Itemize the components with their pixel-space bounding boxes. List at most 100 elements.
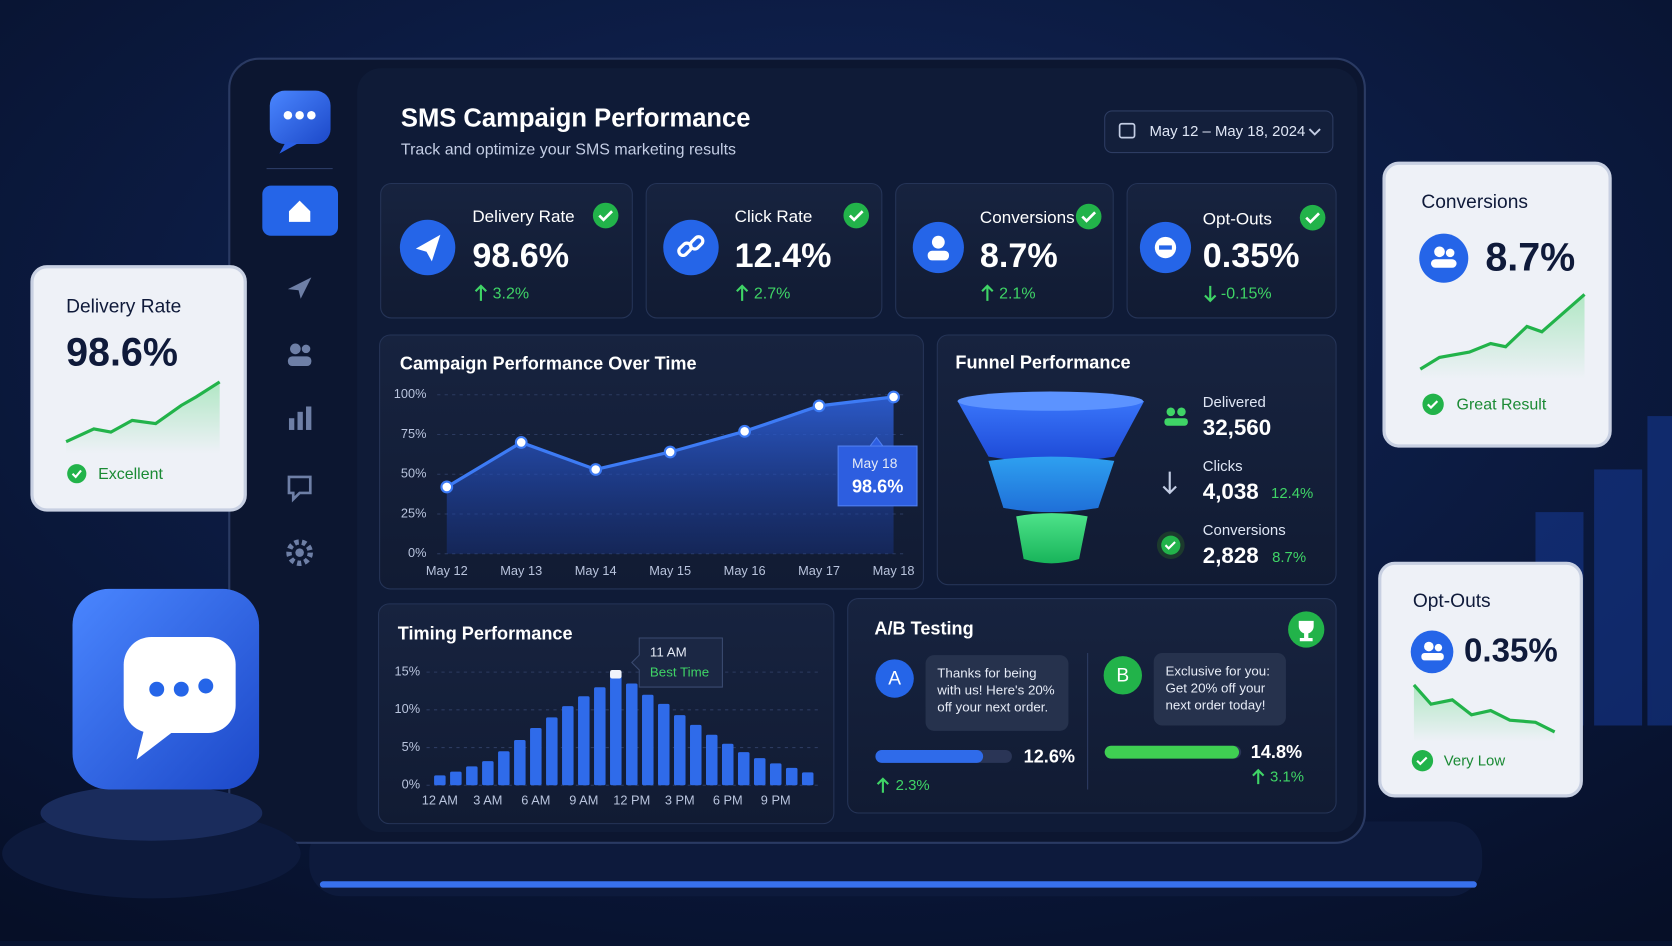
page-title: SMS Campaign Performance xyxy=(401,104,751,132)
side-card-value: 98.6% xyxy=(66,331,178,375)
bar xyxy=(674,715,686,786)
line-chart: 0% 25% 50% 75% 100% May 12 May 13 May 14 May 15 M… xyxy=(394,386,918,578)
funnel-card: Funnel Performance Delivered 32,560 Clic… xyxy=(936,334,1337,586)
kpi-value: 12.4% xyxy=(735,237,832,275)
side-card-label: Opt-Outs xyxy=(1413,591,1491,612)
point xyxy=(514,436,528,449)
variant-message: Exclusive for you: Get 20% off your next… xyxy=(1153,652,1286,726)
kpi-label: Click Rate xyxy=(735,207,813,226)
bar xyxy=(658,703,670,786)
kpi-value: 98.6% xyxy=(472,237,569,275)
side-card-status: Very Low xyxy=(1444,753,1506,770)
bar xyxy=(514,740,526,786)
nav-send[interactable] xyxy=(287,277,312,299)
funnel-title: Funnel Performance xyxy=(955,353,1130,373)
kpi-delivery: Delivery Rate 98.6% 3.2% xyxy=(380,182,633,319)
stage-rate: 8.7% xyxy=(1272,549,1306,566)
bar xyxy=(578,696,590,786)
chart-title: Campaign Performance Over Time xyxy=(400,354,697,374)
variant-change: 2.3% xyxy=(896,777,930,794)
bar xyxy=(626,683,638,786)
funnel-top xyxy=(957,392,1145,462)
bar xyxy=(801,772,814,786)
y-tick-label: 15% xyxy=(395,664,421,679)
annotation-label: 11 AM xyxy=(650,644,687,659)
x-tick-label: 3 AM xyxy=(473,793,502,808)
bar xyxy=(530,727,542,786)
page-subtitle: Track and optimize your SMS marketing re… xyxy=(401,142,736,159)
x-tick-label: 3 PM xyxy=(665,793,695,808)
sidebar xyxy=(262,90,339,566)
side-card-delivery: Delivery Rate 98.6% Excellent xyxy=(30,265,247,512)
x-tick-label: May 18 xyxy=(873,563,915,578)
annotation-box xyxy=(631,637,723,688)
funnel-middle xyxy=(988,456,1115,513)
kpi-conversions: Conversions 8.7% 2.1% xyxy=(895,182,1114,319)
y-tick-label: 75% xyxy=(401,426,427,441)
nav-reports[interactable] xyxy=(288,406,312,430)
stage-value: 4,038 xyxy=(1203,479,1259,504)
kpi-change: 3.2% xyxy=(493,286,529,303)
kpi-value: 8.7% xyxy=(980,237,1058,275)
kpi-optouts: Opt-Outs 0.35% -0.15% xyxy=(1126,182,1337,319)
home-icon xyxy=(288,200,311,222)
bar xyxy=(450,771,462,786)
platform-glow xyxy=(319,881,1477,888)
side-card-label: Conversions xyxy=(1421,192,1528,213)
kpi-label: Opt-Outs xyxy=(1203,209,1272,228)
point xyxy=(887,390,900,404)
x-tick-label: May 13 xyxy=(500,563,542,578)
kpi-label: Delivery Rate xyxy=(472,207,574,226)
variant-bar xyxy=(1104,745,1240,759)
chat-icon-3d xyxy=(2,588,301,899)
ab-card: A/B Testing A 12.6% 2.3% B 14.8% 3.1% xyxy=(847,597,1337,814)
point xyxy=(663,445,677,459)
funnel-bottom xyxy=(1016,513,1088,564)
y-tick-label: 100% xyxy=(394,386,427,401)
bar xyxy=(610,672,622,786)
side-card-value: 0.35% xyxy=(1464,633,1558,670)
bar xyxy=(434,775,446,786)
bar xyxy=(482,761,494,786)
tooltip-category: May 18 xyxy=(852,455,898,471)
nav-contacts[interactable] xyxy=(287,343,312,366)
point xyxy=(738,424,752,438)
variant-change: 3.1% xyxy=(1270,769,1304,786)
point xyxy=(589,463,603,476)
point xyxy=(812,399,826,413)
bar-chart: 0% 5% 10% 15% 12 AM 3 AM 6 AM 9 AM 12 PM 3 PM 6 PM… xyxy=(395,637,819,808)
variant-rate: 12.6% xyxy=(1024,746,1075,766)
stage-value: 2,828 xyxy=(1203,543,1259,568)
side-card-status: Great Result xyxy=(1457,397,1547,414)
tooltip-value: 98.6% xyxy=(852,476,903,496)
x-tick-label: May 12 xyxy=(426,563,468,578)
nav-settings[interactable] xyxy=(286,539,313,566)
x-tick-label: 6 AM xyxy=(521,793,550,808)
stage-value: 32,560 xyxy=(1203,415,1271,440)
variant-rate: 14.8% xyxy=(1251,742,1302,762)
annotation-text: Best Time xyxy=(650,665,709,680)
y-tick-label: 50% xyxy=(401,466,427,481)
chart-title: Timing Performance xyxy=(398,624,573,644)
x-tick-label: May 15 xyxy=(649,563,691,578)
kpi-change: 2.7% xyxy=(754,286,790,303)
bar xyxy=(546,717,558,786)
bar xyxy=(769,763,782,786)
date-picker[interactable]: May 12 – May 18, 2024 xyxy=(1104,110,1334,154)
x-tick-label: May 17 xyxy=(798,563,840,578)
side-card-optouts: Opt-Outs 0.35% Very Low xyxy=(1378,561,1583,798)
variant-bar xyxy=(875,750,984,763)
bar xyxy=(642,694,654,786)
stage-rate: 12.4% xyxy=(1271,485,1313,502)
nav-messages[interactable] xyxy=(287,475,312,503)
kpi-change: 2.1% xyxy=(999,286,1035,303)
y-tick-label: 25% xyxy=(401,505,427,520)
kpi-change: -0.15% xyxy=(1221,286,1272,303)
ab-title: A/B Testing xyxy=(874,618,973,638)
point xyxy=(440,480,454,494)
x-tick-label: 12 AM xyxy=(422,793,458,808)
y-tick-label: 0% xyxy=(408,545,426,560)
best-cap xyxy=(610,670,622,679)
